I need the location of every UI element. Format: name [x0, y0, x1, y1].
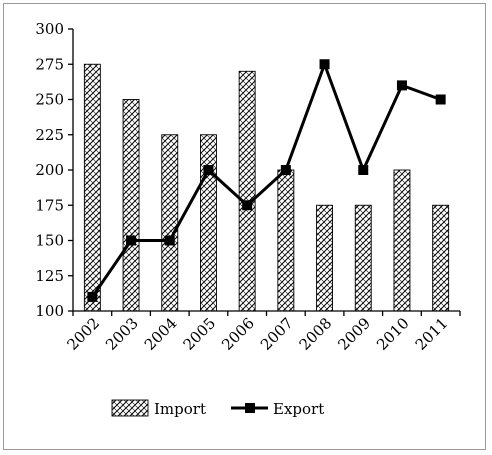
x-tick-label: 2010: [373, 314, 413, 354]
export-point-2002: [87, 291, 98, 302]
import-bars: [83, 63, 450, 312]
y-tick-label: 250: [35, 91, 64, 109]
export-point-2007: [280, 165, 291, 175]
x-tick-label: 2007: [257, 314, 297, 354]
y-tick-label: 275: [35, 55, 64, 73]
import-bar-2002: [83, 63, 101, 312]
export-point-2005: [203, 165, 214, 175]
export-point-2011: [435, 94, 446, 105]
legend: Import Export: [111, 399, 324, 418]
legend-export-label: Export: [273, 400, 324, 418]
import-bar-2011: [432, 204, 450, 312]
x-tick-label: 2009: [334, 314, 374, 354]
y-tick-labels: 100 125 150 175 200 225 250 275 300: [35, 20, 64, 320]
x-tick-label: 2011: [412, 314, 452, 354]
y-tick-label: 300: [35, 20, 64, 38]
y-tick-label: 100: [35, 302, 64, 320]
export-point-2008: [319, 59, 330, 70]
export-series-line: [91, 59, 442, 298]
y-tick-label: 175: [35, 196, 64, 214]
export-line: [87, 59, 446, 302]
legend-import-swatch: [111, 399, 149, 417]
import-bar-2005: [199, 134, 217, 312]
y-tick-label: 200: [35, 161, 64, 179]
x-tick-label: 2008: [296, 314, 336, 354]
import-bar-2006: [238, 70, 256, 312]
import-bar-2008: [316, 204, 333, 312]
export-point-2003: [126, 235, 137, 246]
y-tick-label: 150: [35, 232, 64, 250]
x-tick-label: 2006: [218, 314, 258, 354]
import-bar-2007: [277, 169, 295, 312]
x-tick-label: 2002: [63, 314, 103, 354]
import-bar-2010: [393, 169, 411, 312]
y-tick-label: 125: [35, 267, 64, 285]
import-bar-2009: [354, 204, 372, 312]
y-tick-label: 225: [35, 126, 64, 144]
export-point-2006: [242, 200, 253, 211]
legend-export-marker: [245, 403, 255, 413]
export-point-2009: [358, 165, 369, 175]
x-tick-label: 2004: [141, 314, 181, 354]
export-point-2004: [164, 235, 175, 246]
x-tick-label: 2003: [102, 314, 142, 354]
import-bar-2004: [161, 134, 179, 312]
import-bar-2003: [122, 99, 140, 312]
legend-import-label: Import: [154, 400, 206, 418]
x-tick-label: 2005: [180, 314, 220, 354]
export-point-2010: [396, 80, 407, 91]
